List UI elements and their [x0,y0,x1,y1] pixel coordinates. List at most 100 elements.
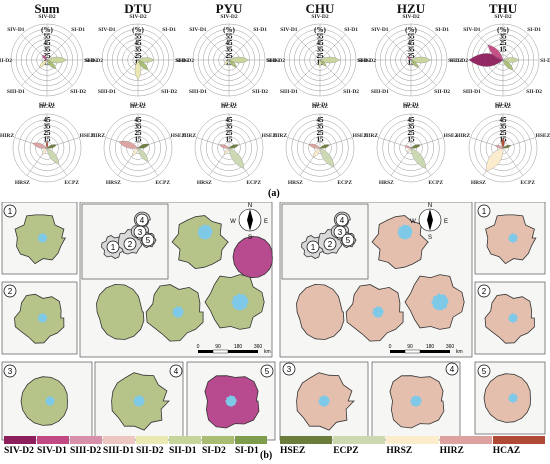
radar-title: PYU [216,1,243,16]
top-4-tick-label: 25 [408,52,416,60]
bottom-2-axis-label: HRSZ [197,180,212,186]
top-3-spoke [294,59,321,86]
compass-needle-icon [427,209,433,231]
compass-label: S [248,235,252,241]
legend-scenario-swatch [70,436,102,444]
water-body [431,293,449,311]
map-number-circle [141,233,155,247]
map-number-circle [3,364,17,378]
bottom-4-axis-label: HRSZ [379,180,394,186]
bottom-2-petal [219,144,230,149]
bottom-3-tick-label: 45 [317,116,325,124]
top-1-axis-label: SI-D1 [162,27,176,33]
top-3-axis-label: SIII-D2 [267,58,285,64]
compass-label: N [248,203,252,209]
top-4-axis-label: SI-D1 [435,27,449,33]
top-1-axis-label: SII-D1 [130,102,146,108]
top-0-axis-label: SIII-D2 [0,58,12,64]
bottom-3-axis-label: HRSZ [288,180,303,186]
top-5-tick-label: 15 [500,46,508,54]
water-body [318,395,330,407]
bottom-2-tick-label: 25 [226,129,234,137]
bottom-0-tick-label: 15 [44,136,52,144]
scale-tick-label: 0 [389,344,392,350]
bottom-3-petal [319,144,330,149]
bottom-5-axis-label: HCAZ [495,104,511,110]
top-0-tick-label: 35 [44,46,52,54]
map-number-circle [260,364,274,378]
map-number-label: 4 [340,216,345,225]
bottom-1-axis-label: HSEZ [171,133,186,139]
bottom-5-axis-label: HSEZ [536,133,550,139]
top-0-tick-label: 25 [44,52,52,60]
bottom-0-tick-label: 25 [44,129,52,137]
top-3-tick-label: 55 [317,33,325,41]
top-2-radar: SIV-D2 SI-D1 SI-D2 SII-D2 SII-D1 SIII-D1 SIII-… [176,14,280,108]
water-body [372,306,384,318]
radar-title: HZU [397,1,426,16]
scale-unit-label: km [264,349,271,355]
water-body [231,293,249,311]
top-1-petal [134,59,142,81]
top-1-axis-label: SIV-D2 [129,14,147,20]
map-number-circle [477,284,491,298]
top-2-axis-label: SI-D1 [253,27,267,33]
top-1-axis-label: SIII-D2 [85,58,103,64]
top-0-petal [46,59,57,70]
bottom-5-petal [494,144,504,149]
radar-title: DTU [124,1,152,16]
top-3-spoke [294,34,321,61]
top-1-axis-label: SII-D2 [161,89,177,95]
scale-tick-label: 90 [215,344,221,350]
top-2-tick-label: 25 [226,52,234,60]
bottom-0-petal [32,142,48,149]
top-1-petal [137,59,149,71]
scale-tick-label: 0 [197,344,200,350]
county-map [96,283,145,340]
bottom-5-petal [501,137,505,149]
scale-bar [212,349,229,354]
bottom-0-axis-label: HIRZ [0,133,14,139]
legend-zone-swatch [386,436,439,444]
bottom-4-axis-label: HSEZ [444,133,459,139]
compass-label: W [410,219,416,225]
map-number-label: 5 [265,367,270,376]
bottom-2-tick-label: 35 [226,123,234,131]
top-5-axis-label: SII-D1 [495,102,511,108]
bottom-4-tick-label: 35 [408,123,416,131]
top-3-tick-label: 35 [317,46,325,54]
bottom-3-petal [308,143,321,149]
top-4-tick-label: (%) [405,26,417,34]
top-5-spoke [477,59,504,86]
legend-scenario-label: SIV-D2 [4,446,34,456]
top-2-axis-label: SIV-D1 [189,27,207,33]
top-0-axis-label: SIV-D1 [7,27,25,33]
top-3-axis-label: SI-D1 [344,27,358,33]
top-5-tick-label: 25 [500,39,508,47]
top-2-petal [228,59,237,68]
top-5-petal [487,44,504,61]
map-number-label: 1 [8,207,13,216]
bottom-2-axis-label: HIRZ [182,133,196,139]
top-2-tick-label: 55 [226,33,234,41]
top-1-spoke [137,34,164,61]
compass-label: E [264,219,268,225]
map-number-circle [133,225,147,239]
map-number-label: 3 [8,367,13,376]
county-map [20,376,68,426]
top-1-tick-label: 45 [135,39,143,47]
bottom-1-axis-label: ECPZ [155,180,170,186]
compass-needle-icon [247,209,253,231]
map-number-circle [282,362,296,376]
scale-tick-label: 90 [407,344,413,350]
bottom-0-petal [46,144,57,149]
bottom-5-tick-label: 45 [500,116,508,124]
bottom-2-petal [223,147,230,156]
top-4-axis-label: SII-D1 [403,102,419,108]
top-5-petal [502,59,514,71]
map-number-circle [123,237,137,251]
bottom-2-petal [228,144,239,149]
